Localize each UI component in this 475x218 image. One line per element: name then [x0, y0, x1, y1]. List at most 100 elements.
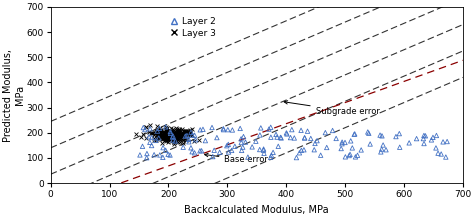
Point — [162, 137, 170, 141]
Point — [171, 139, 179, 143]
Point — [185, 133, 193, 136]
Point — [382, 148, 390, 152]
Point — [220, 128, 228, 131]
Point — [170, 136, 178, 139]
Point — [163, 136, 171, 139]
Point — [173, 129, 181, 133]
Point — [174, 140, 181, 144]
Point — [256, 148, 264, 151]
Point — [442, 155, 450, 159]
Point — [167, 132, 174, 135]
Point — [170, 132, 178, 136]
Point — [146, 141, 153, 144]
Point — [197, 128, 204, 132]
Point — [183, 130, 191, 133]
Point — [238, 137, 245, 141]
Point — [160, 131, 167, 134]
Point — [181, 135, 189, 138]
Point — [163, 130, 171, 133]
Point — [437, 152, 445, 156]
Point — [163, 134, 171, 137]
Point — [159, 156, 167, 159]
Point — [181, 138, 189, 141]
Point — [168, 136, 176, 139]
Point — [174, 130, 181, 134]
Point — [175, 129, 182, 132]
Point — [166, 133, 173, 136]
Point — [265, 127, 273, 131]
Point — [198, 149, 205, 153]
Point — [172, 139, 180, 142]
Point — [163, 137, 171, 140]
Point — [177, 133, 185, 137]
Point — [351, 132, 359, 136]
Point — [159, 146, 167, 149]
Point — [183, 131, 191, 134]
Point — [297, 149, 305, 152]
Point — [182, 129, 190, 133]
Point — [192, 138, 200, 141]
Point — [154, 131, 162, 135]
Point — [176, 131, 183, 135]
Text: Subgrade error: Subgrade error — [284, 101, 380, 116]
Point — [150, 139, 158, 142]
Point — [152, 131, 159, 135]
Point — [150, 132, 157, 135]
Point — [152, 138, 160, 142]
Point — [332, 137, 340, 140]
Point — [164, 133, 171, 137]
Point — [267, 153, 275, 157]
Point — [169, 128, 177, 131]
Point — [159, 135, 167, 138]
Point — [180, 138, 187, 142]
Point — [260, 147, 267, 151]
Point — [140, 126, 147, 129]
Point — [156, 153, 163, 157]
Point — [162, 128, 170, 131]
Point — [180, 129, 187, 133]
Point — [188, 133, 196, 136]
Point — [132, 133, 140, 136]
Point — [170, 143, 178, 146]
Point — [396, 145, 404, 149]
Point — [244, 155, 252, 159]
Point — [174, 131, 182, 134]
Point — [182, 131, 190, 134]
Point — [181, 134, 189, 138]
Point — [157, 129, 164, 132]
Point — [162, 137, 170, 140]
Point — [177, 133, 184, 136]
Point — [168, 135, 175, 138]
Point — [195, 138, 203, 142]
Point — [171, 133, 179, 136]
Point — [159, 131, 167, 135]
Point — [163, 126, 171, 129]
Point — [139, 145, 146, 148]
Point — [143, 152, 151, 155]
Point — [175, 129, 183, 132]
Point — [153, 129, 161, 133]
Point — [140, 132, 147, 136]
Point — [189, 133, 196, 137]
Point — [166, 132, 173, 135]
Point — [165, 136, 172, 140]
Point — [178, 133, 185, 137]
Point — [180, 133, 188, 136]
Point — [156, 136, 163, 140]
Point — [256, 133, 264, 137]
Point — [143, 156, 151, 159]
Point — [163, 129, 171, 133]
Point — [180, 132, 188, 135]
Point — [154, 128, 162, 132]
Point — [173, 133, 180, 137]
Point — [287, 136, 294, 139]
Point — [231, 145, 238, 148]
Point — [283, 131, 290, 135]
Point — [171, 141, 178, 144]
Point — [186, 130, 194, 134]
Point — [349, 146, 356, 150]
Point — [223, 144, 231, 147]
Point — [275, 145, 282, 148]
Point — [252, 140, 260, 143]
Point — [366, 142, 374, 146]
